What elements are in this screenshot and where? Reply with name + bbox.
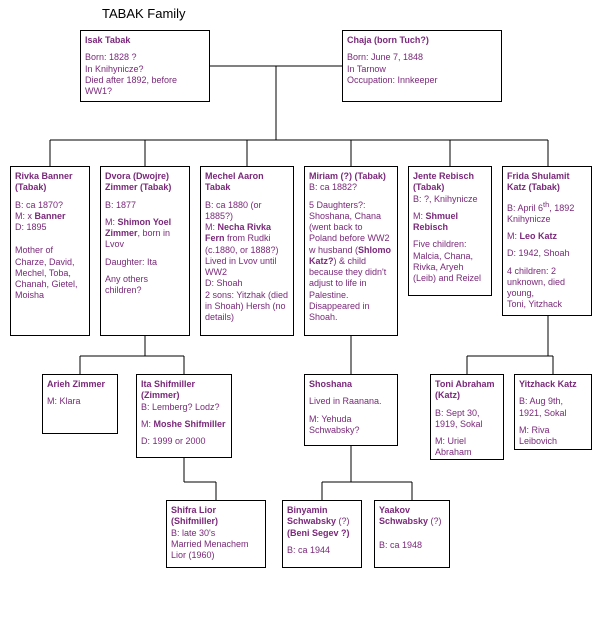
node-yitzhack: Yitzhack KatzB: Aug 9th, 1921, SokalM: R… [514,374,592,450]
node-rivka: Rivka Banner (Tabak)B: ca 1870?M: x Bann… [10,166,90,336]
node-dvora: Dvora (Dwojre) Zimmer (Tabak)B: 1877M: S… [100,166,190,336]
node-yaakov: Yaakov Schwabsky (?)B: ca 1948 [374,500,450,568]
node-isak: Isak TabakBorn: 1828 ?In Knihynicze?Died… [80,30,210,102]
node-shifra: Shifra Lior (Shifmiller)B: late 30'sMarr… [166,500,266,568]
node-binyamin: Binyamin Schwabsky (?)(Beni Segev ?)B: c… [282,500,362,568]
page-title: TABAK Family [102,6,186,21]
node-ita: Ita Shifmiller (Zimmer)B: Lemberg? Lodz?… [136,374,232,458]
node-chaja: Chaja (born Tuch?)Born: June 7, 1848In T… [342,30,502,102]
node-mechel: Mechel Aaron TabakB: ca 1880 (or 1885?)M… [200,166,294,336]
node-arieh: Arieh ZimmerM: Klara [42,374,118,434]
node-miriam: Miriam (?) (Tabak)B: ca 1882?5 Daughters… [304,166,398,336]
node-frida: Frida Shulamit Katz (Tabak)B: April 6th,… [502,166,592,316]
node-jente: Jente Rebisch (Tabak)B: ?, KnihyniczeM: … [408,166,492,296]
node-shoshana: ShoshanaLived in Raanana.M: Yehuda Schwa… [304,374,398,446]
node-toni: Toni Abraham (Katz)B: Sept 30, 1919, Sok… [430,374,504,460]
